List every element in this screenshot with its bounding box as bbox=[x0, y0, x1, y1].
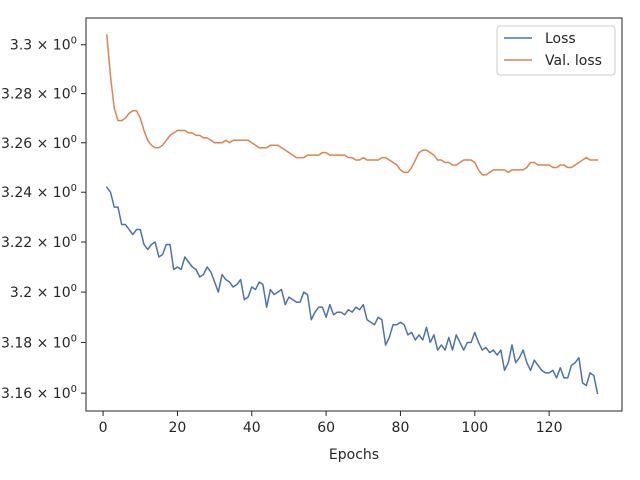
series-line-val-loss bbox=[106, 34, 599, 176]
series-lines bbox=[105, 34, 599, 395]
y-tick-label: 3.16 × 100 bbox=[1, 384, 77, 402]
x-tick-label: 120 bbox=[536, 420, 563, 436]
y-tick-label: 3.22 × 100 bbox=[1, 233, 77, 251]
y-tick-label: 3.2 × 100 bbox=[10, 283, 77, 301]
legend-label-val-loss: Val. loss bbox=[545, 53, 602, 69]
legend-label-loss: Loss bbox=[545, 31, 576, 47]
x-tick-label: 60 bbox=[317, 420, 335, 436]
y-tick-label: 3.26 × 100 bbox=[1, 134, 77, 152]
x-tick-label: 40 bbox=[243, 420, 261, 436]
y-tick-label: 3.24 × 100 bbox=[1, 183, 77, 201]
x-tick-label: 80 bbox=[392, 420, 410, 436]
x-axis-label: Epochs bbox=[329, 447, 379, 463]
series-line-loss bbox=[105, 186, 599, 395]
y-tick-label: 3.18 × 100 bbox=[1, 333, 77, 351]
y-tick-label: 3.3 × 100 bbox=[10, 36, 77, 54]
x-tick-label: 0 bbox=[99, 420, 108, 436]
x-tick-label: 20 bbox=[169, 420, 187, 436]
y-tick-label: 3.28 × 100 bbox=[1, 85, 77, 103]
x-tick-label: 100 bbox=[461, 420, 488, 436]
legend: Loss Val. loss bbox=[496, 25, 616, 76]
y-axis-ticks: 3.16 × 100 3.18 × 100 3.2 × 100 3.22 × 100 3… bbox=[1, 36, 86, 402]
plot-frame bbox=[85, 17, 623, 412]
x-axis-ticks: 0 20 40 60 80 100 120 bbox=[99, 411, 563, 436]
